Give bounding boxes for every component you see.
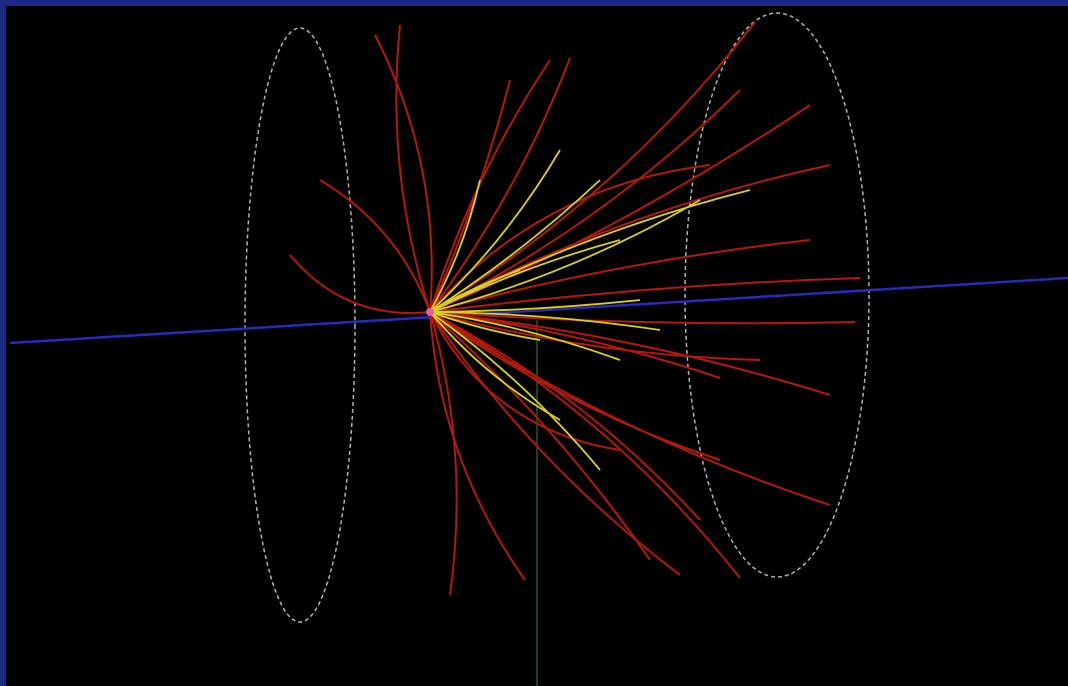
- track-red: [429, 311, 681, 576]
- track-red: [429, 311, 761, 361]
- track-yellow: [429, 311, 561, 421]
- track-yellow: [429, 179, 481, 313]
- track-red: [374, 34, 433, 313]
- track-yellow: [429, 311, 541, 341]
- track-yellow: [429, 149, 561, 313]
- detector-ring-right: [684, 12, 870, 578]
- track-red: [429, 277, 861, 313]
- track-red: [429, 311, 458, 596]
- track-yellow: [429, 189, 751, 313]
- track-red: [429, 311, 526, 581]
- track-red: [429, 57, 571, 313]
- track-red: [429, 79, 511, 313]
- track-red: [429, 311, 701, 521]
- tracks: [289, 21, 861, 596]
- track-red: [429, 311, 721, 461]
- track-red: [429, 311, 856, 325]
- track-yellow: [429, 199, 701, 313]
- track-yellow: [429, 311, 601, 471]
- beam-axis: [9, 276, 1068, 345]
- track-yellow: [429, 179, 601, 313]
- track-red: [429, 311, 621, 451]
- track-yellow: [429, 311, 621, 361]
- track-red: [429, 311, 721, 379]
- track-red: [429, 311, 831, 396]
- track-red: [395, 24, 431, 313]
- detector-ring-left: [244, 27, 356, 623]
- vertex: [426, 308, 434, 316]
- track-red: [429, 311, 741, 579]
- track-red: [429, 239, 811, 313]
- track-red: [319, 179, 431, 313]
- track-yellow: [429, 311, 661, 331]
- track-red: [289, 254, 431, 314]
- track-red: [429, 21, 756, 313]
